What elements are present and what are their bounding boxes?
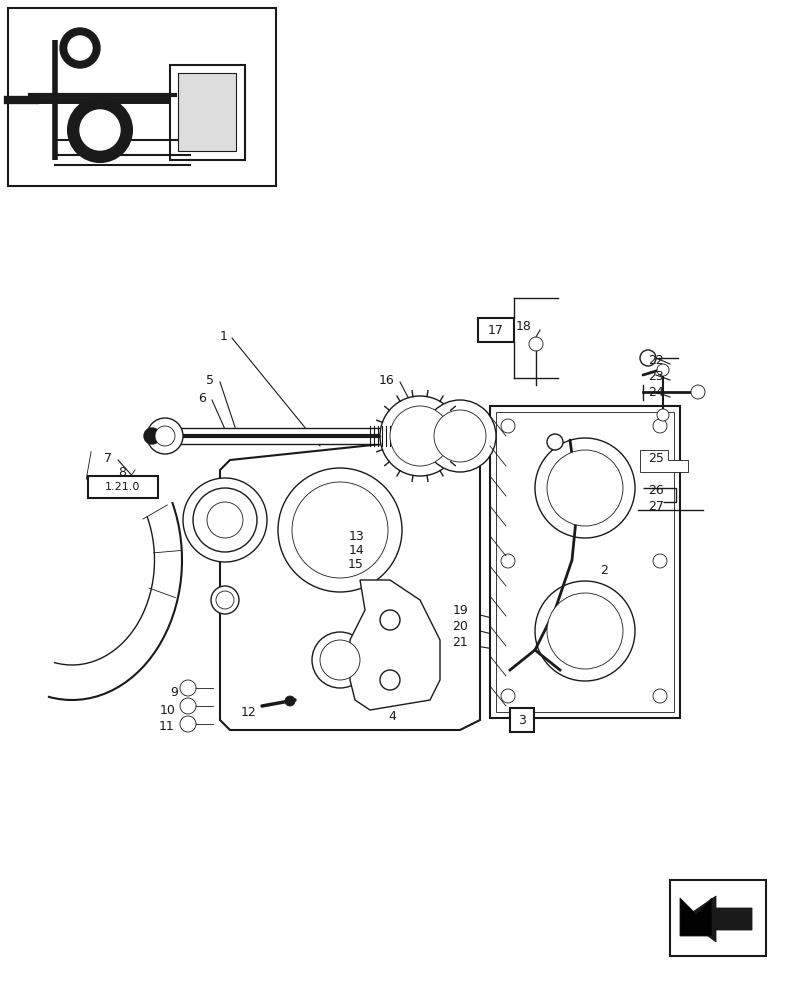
Circle shape bbox=[180, 716, 196, 732]
Bar bbox=[169, 65, 245, 160]
Text: 13: 13 bbox=[348, 530, 364, 542]
Text: 26: 26 bbox=[647, 484, 663, 496]
Polygon shape bbox=[220, 430, 479, 730]
Circle shape bbox=[193, 488, 257, 552]
Circle shape bbox=[639, 350, 655, 366]
Circle shape bbox=[690, 385, 704, 399]
Circle shape bbox=[206, 502, 243, 538]
Circle shape bbox=[180, 698, 196, 714]
Bar bbox=[489, 406, 679, 718]
Bar bbox=[478, 318, 513, 342]
Bar bbox=[495, 412, 673, 712]
Text: 25: 25 bbox=[647, 452, 663, 464]
Circle shape bbox=[80, 110, 120, 150]
Bar bbox=[88, 476, 158, 498]
Circle shape bbox=[546, 593, 622, 669]
Text: 23: 23 bbox=[647, 369, 663, 382]
Text: 1.21.0: 1.21.0 bbox=[105, 482, 141, 492]
Polygon shape bbox=[349, 580, 439, 710]
Circle shape bbox=[312, 632, 368, 688]
Circle shape bbox=[68, 36, 92, 60]
Text: 4: 4 bbox=[388, 710, 396, 722]
Circle shape bbox=[500, 689, 515, 703]
Circle shape bbox=[291, 482, 388, 578]
Circle shape bbox=[180, 680, 196, 696]
Bar bbox=[169, 428, 419, 444]
Circle shape bbox=[546, 434, 562, 450]
Text: 10: 10 bbox=[160, 704, 176, 716]
Text: 27: 27 bbox=[647, 500, 663, 514]
Text: 18: 18 bbox=[516, 320, 532, 332]
Circle shape bbox=[656, 364, 668, 376]
Text: 17: 17 bbox=[487, 324, 503, 336]
Circle shape bbox=[652, 689, 666, 703]
Circle shape bbox=[278, 468, 402, 592]
Bar bbox=[669, 880, 765, 956]
Text: 14: 14 bbox=[348, 544, 364, 556]
Text: 9: 9 bbox=[170, 686, 177, 700]
Circle shape bbox=[389, 406, 450, 466]
Bar bbox=[177, 73, 236, 151]
Text: 22: 22 bbox=[647, 354, 663, 366]
Circle shape bbox=[500, 554, 515, 568]
Circle shape bbox=[380, 610, 400, 630]
Circle shape bbox=[60, 28, 100, 68]
Circle shape bbox=[534, 438, 634, 538]
Circle shape bbox=[656, 409, 668, 421]
Polygon shape bbox=[683, 896, 751, 942]
Circle shape bbox=[183, 478, 267, 562]
Text: 11: 11 bbox=[158, 720, 173, 734]
Circle shape bbox=[500, 419, 515, 433]
Text: 8: 8 bbox=[118, 466, 126, 479]
Circle shape bbox=[380, 396, 459, 476]
Circle shape bbox=[534, 581, 634, 681]
Circle shape bbox=[423, 400, 495, 472]
Text: 16: 16 bbox=[377, 373, 393, 386]
Circle shape bbox=[155, 426, 175, 446]
Text: 7: 7 bbox=[104, 452, 112, 464]
Text: 12: 12 bbox=[240, 706, 255, 720]
Bar bbox=[509, 708, 533, 732]
Circle shape bbox=[652, 554, 666, 568]
Polygon shape bbox=[679, 898, 711, 936]
Text: 15: 15 bbox=[348, 558, 364, 570]
Circle shape bbox=[434, 410, 485, 462]
Text: 19: 19 bbox=[451, 603, 467, 616]
Circle shape bbox=[380, 670, 400, 690]
Bar bbox=[8, 8, 275, 186]
Text: 1: 1 bbox=[220, 330, 228, 342]
Polygon shape bbox=[639, 450, 687, 472]
Circle shape bbox=[652, 419, 666, 433]
Circle shape bbox=[320, 640, 360, 680]
Text: 5: 5 bbox=[206, 373, 214, 386]
Circle shape bbox=[147, 418, 183, 454]
Circle shape bbox=[216, 591, 234, 609]
Circle shape bbox=[546, 450, 622, 526]
Text: 20: 20 bbox=[451, 619, 467, 633]
Text: 24: 24 bbox=[647, 386, 663, 399]
Circle shape bbox=[210, 586, 238, 614]
Text: 6: 6 bbox=[198, 391, 206, 404]
Circle shape bbox=[528, 337, 542, 351]
Text: 21: 21 bbox=[451, 636, 467, 648]
Circle shape bbox=[284, 696, 295, 706]
Text: 3: 3 bbox=[517, 714, 525, 726]
Circle shape bbox=[144, 428, 160, 444]
Text: 2: 2 bbox=[599, 564, 607, 576]
Circle shape bbox=[68, 98, 132, 162]
